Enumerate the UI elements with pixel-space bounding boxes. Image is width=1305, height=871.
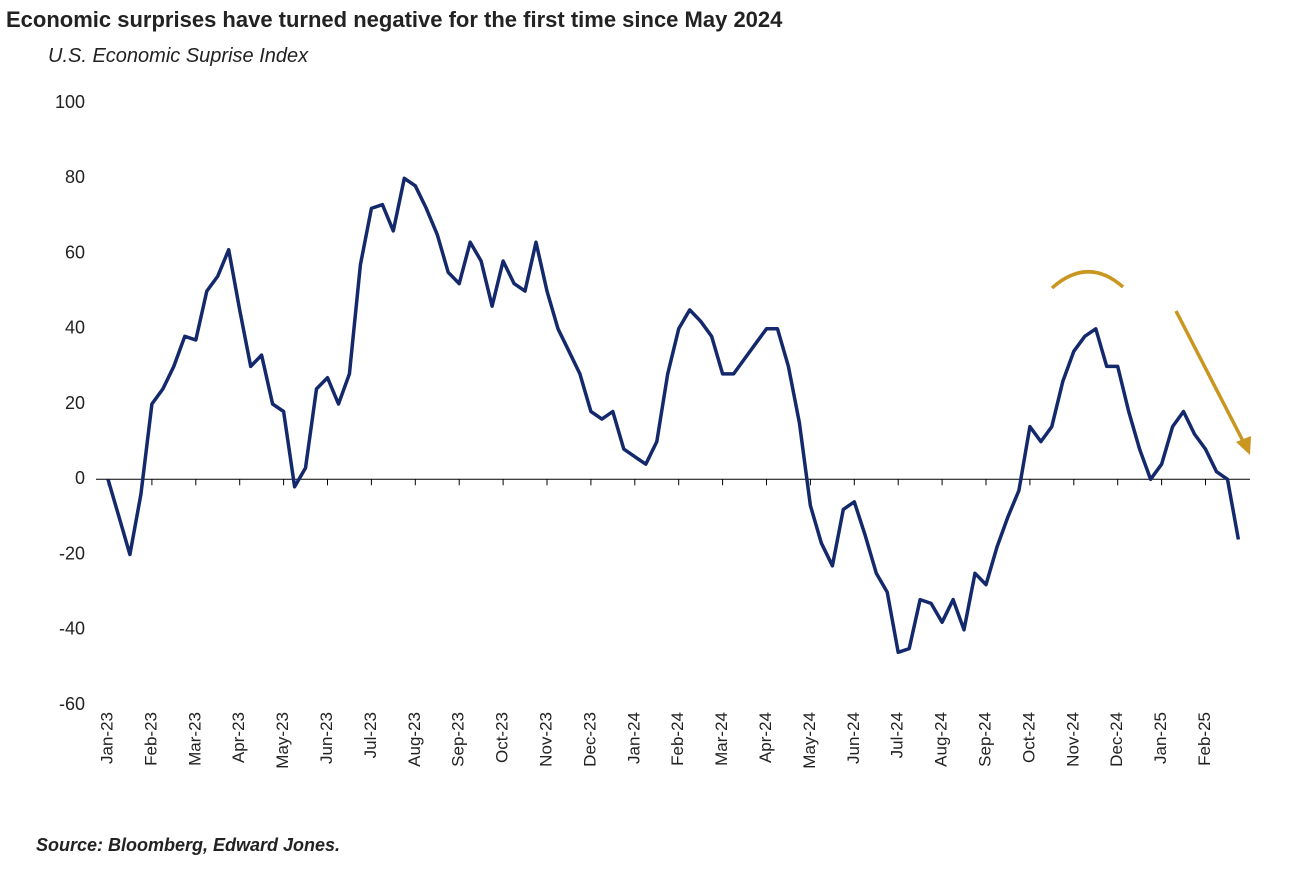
chart-subtitle: U.S. Economic Suprise Index bbox=[48, 45, 309, 67]
y-tick-label: 60 bbox=[65, 242, 85, 262]
x-tick-label: Aug-23 bbox=[405, 712, 424, 767]
x-tick-label: Feb-24 bbox=[668, 712, 687, 766]
arrow-head bbox=[1236, 436, 1251, 455]
x-tick-label: Sep-23 bbox=[449, 712, 468, 767]
x-tick-label: Dec-23 bbox=[580, 712, 599, 767]
x-tick-label: Apr-24 bbox=[756, 712, 775, 763]
y-tick-label: 80 bbox=[65, 167, 85, 187]
x-tick-label: Mar-23 bbox=[185, 712, 204, 766]
series-line bbox=[106, 176, 1241, 655]
x-tick-label: Mar-24 bbox=[712, 712, 731, 766]
x-tick-label: Nov-24 bbox=[1063, 712, 1082, 767]
x-tick-label: May-23 bbox=[273, 712, 292, 769]
x-tick-label: Jan-24 bbox=[624, 712, 643, 764]
y-tick-label: 40 bbox=[65, 318, 85, 338]
y-tick-label: -60 bbox=[59, 694, 85, 714]
source-note: Source: Bloomberg, Edward Jones. bbox=[36, 835, 340, 855]
x-tick-label: Jun-23 bbox=[317, 712, 336, 764]
x-tick-label: Oct-23 bbox=[493, 712, 512, 763]
x-tick-label: Jun-24 bbox=[844, 712, 863, 764]
y-tick-label: 100 bbox=[55, 92, 85, 112]
y-tick-label: 0 bbox=[75, 468, 85, 488]
x-tick-label: Jan-25 bbox=[1151, 712, 1170, 764]
arc-annotation bbox=[1050, 270, 1125, 290]
x-tick-label: May-24 bbox=[800, 712, 819, 769]
x-tick-label: Aug-24 bbox=[932, 712, 951, 767]
x-tick-label: Sep-24 bbox=[975, 712, 994, 767]
y-tick-label: 20 bbox=[65, 393, 85, 413]
y-tick-label: -20 bbox=[59, 543, 85, 563]
arrow-annotation bbox=[1174, 310, 1246, 444]
x-tick-label: Nov-23 bbox=[536, 712, 555, 767]
x-tick-label: Jan-23 bbox=[97, 712, 116, 764]
y-tick-label: -40 bbox=[59, 619, 85, 639]
x-tick-label: Apr-23 bbox=[229, 712, 248, 763]
x-tick-label: Oct-24 bbox=[1019, 712, 1038, 763]
x-tick-label: Feb-23 bbox=[141, 712, 160, 766]
x-tick-label: Jul-23 bbox=[361, 712, 380, 758]
chart-title: Economic surprises have turned negative … bbox=[6, 7, 783, 32]
x-tick-label: Jul-24 bbox=[888, 712, 907, 758]
x-tick-label: Feb-25 bbox=[1195, 712, 1214, 766]
x-tick-label: Dec-24 bbox=[1107, 712, 1126, 767]
